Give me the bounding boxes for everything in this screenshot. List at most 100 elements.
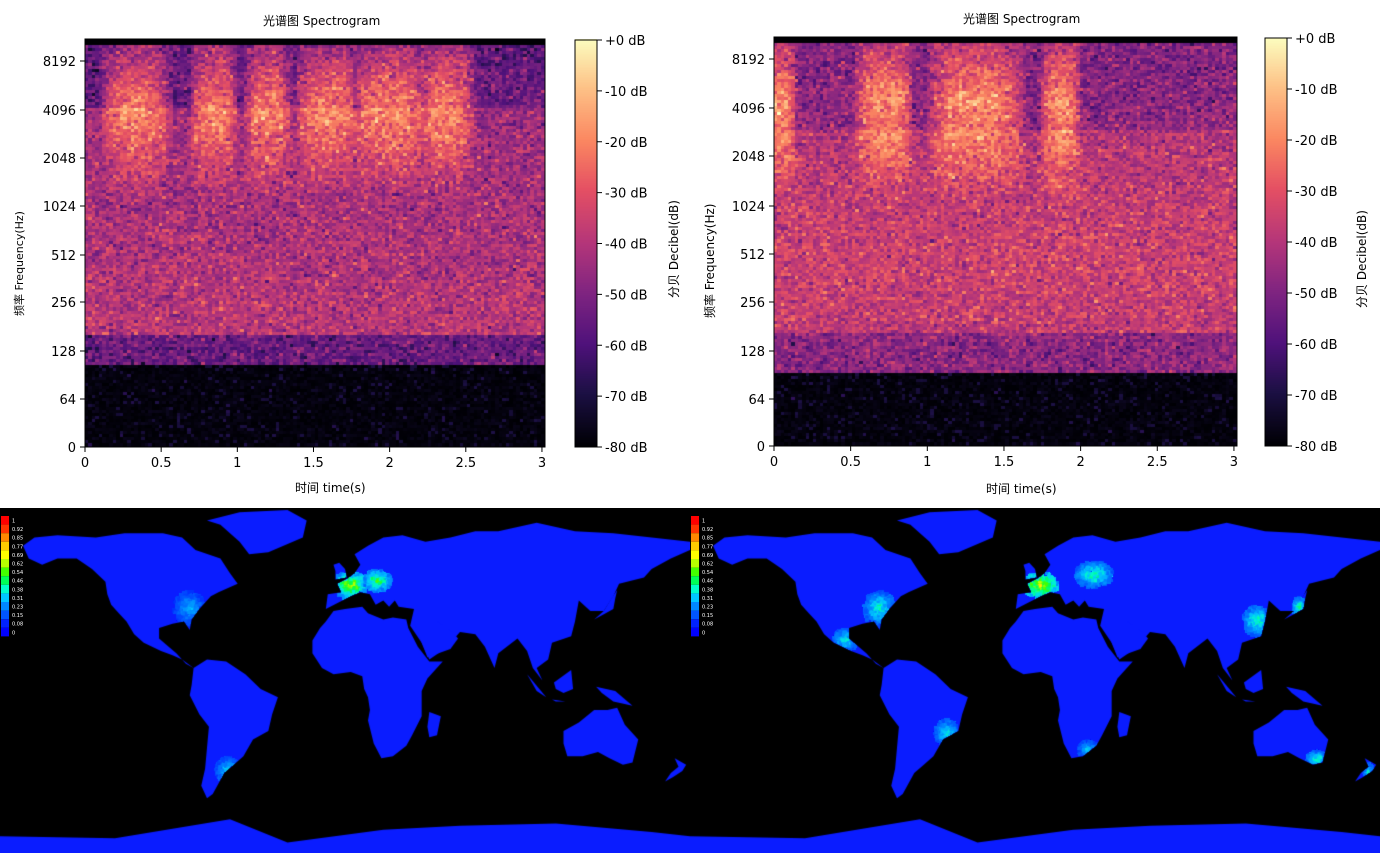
y-tick-label: 0 [68, 441, 76, 456]
legend-label: 0.31 [702, 596, 713, 602]
y-tick-label: 0 [757, 440, 765, 455]
legend-label: 0.54 [12, 570, 23, 576]
legend-label: 0.77 [702, 544, 713, 550]
x-tick-label: 1 [233, 456, 241, 471]
spectrogram-axes: 0 0.5 1 1.5 2 2.5 3 0 64 128 256 512 1024 2048 4096 819… [732, 32, 1338, 470]
legend-label: 0 [12, 630, 15, 636]
y-tick-label: 8192 [43, 55, 76, 70]
x-tick-label: 0.5 [151, 456, 172, 471]
legend-swatch [1, 567, 9, 577]
legend-swatch [691, 567, 699, 577]
colorbar-label: 分贝 Decibel(dB) [667, 200, 681, 298]
legend-label: 0.23 [702, 605, 713, 611]
legend-swatch [1, 533, 9, 542]
colorbar-tick-label: -30 dB [1295, 185, 1338, 200]
x-tick-label: 0 [770, 455, 778, 470]
colorbar-tick-label: -80 dB [605, 441, 648, 456]
y-tick-label: 512 [740, 248, 765, 263]
legend-swatch [691, 576, 699, 585]
colorbar-frame [1264, 37, 1288, 447]
legend-swatch [1, 593, 9, 602]
y-tick-label: 4096 [732, 102, 765, 117]
legend-label: 1 [702, 519, 705, 525]
legend-label: 0.85 [12, 536, 23, 542]
spectrogram-heatmap [774, 37, 1237, 446]
colorbar [575, 39, 597, 447]
colorbar-tick-label: -10 dB [1295, 83, 1338, 98]
spectrogram-title: 光谱图 Spectrogram [263, 14, 381, 28]
y-tick-label: 128 [51, 345, 76, 360]
legend-label: 0.38 [702, 587, 713, 593]
legend-label: 0.69 [702, 553, 713, 559]
legend-label: 0.62 [12, 562, 23, 568]
world-map-heatmap [690, 508, 1380, 853]
legend-swatch [691, 619, 699, 628]
x-tick-label: 1.5 [994, 455, 1015, 470]
legend-swatch [691, 541, 699, 551]
colorbar-tick-label: -70 dB [605, 390, 648, 405]
x-tick-label: 2 [1076, 455, 1084, 470]
y-tick-label: 1024 [43, 200, 76, 215]
y-axis-label: 频率 Frequency(Hz) [13, 211, 26, 316]
legend-label: 0.38 [12, 587, 23, 593]
legend-label: 0.15 [12, 613, 23, 619]
legend-swatch [1, 516, 9, 525]
x-tick-label: 1 [923, 455, 931, 470]
legend-label: 0.69 [12, 553, 23, 559]
legend-label: 1 [12, 519, 15, 525]
colorbar-tick-label: -30 dB [605, 187, 648, 202]
map-legend: 1 0.92 0.85 0.77 0.69 0.62 0.54 0.46 0.38 0.31 0.2… [1, 516, 23, 637]
colorbar-tick-label: -70 dB [1295, 389, 1338, 404]
spectrogram-axes: 0 0.5 1 1.5 2 2.5 3 0 64 128 256 512 1024 2048 4096 819… [43, 34, 648, 471]
legend-swatch [1, 584, 9, 594]
world-suitability-map-left: 1 0.92 0.85 0.77 0.69 0.62 0.54 0.46 0.38 0.31 0.2… [0, 508, 690, 853]
y-tick-label: 64 [748, 393, 765, 408]
legend-swatch [1, 627, 9, 637]
x-tick-label: 2 [385, 456, 393, 471]
legend-swatch [691, 610, 699, 620]
spectrogram-right: 光谱图 Spectrogram 0 0.5 1 1.5 2 2.5 3 0 64 128 256 51… [690, 0, 1380, 505]
y-axis-label: 频率 Frequency(Hz) [703, 203, 717, 319]
plot-frame [773, 36, 1238, 447]
y-tick-label: 8192 [732, 53, 765, 68]
legend-label: 0.54 [702, 570, 713, 576]
x-axis-label: 时间 time(s) [986, 482, 1057, 496]
colorbar-tick-label: -50 dB [1295, 287, 1338, 302]
legend-label: 0.23 [12, 605, 23, 611]
y-tick-label: 512 [51, 249, 76, 264]
legend-label: 0.46 [12, 579, 23, 585]
legend-label: 0.62 [702, 562, 713, 568]
legend-swatch [1, 610, 9, 620]
colorbar-tick-label: -40 dB [605, 238, 648, 253]
legend-swatch [1, 619, 9, 628]
colorbar-tick-label: -20 dB [605, 136, 648, 151]
plot-frame [84, 38, 546, 448]
colorbar-tick-label: -50 dB [605, 288, 648, 303]
legend-swatch [691, 559, 699, 568]
x-tick-label: 3 [538, 456, 546, 471]
colorbar-tick-label: -60 dB [605, 339, 648, 354]
colorbar-tick-label: -20 dB [1295, 134, 1338, 149]
x-tick-label: 2.5 [455, 456, 476, 471]
y-tick-label: 256 [51, 296, 76, 311]
y-tick-label: 64 [59, 393, 76, 408]
legend-label: 0 [702, 630, 705, 636]
legend-swatch [1, 576, 9, 585]
legend-label: 0.31 [12, 596, 23, 602]
x-tick-label: 0.5 [840, 455, 861, 470]
colorbar-tick-label: -40 dB [1295, 236, 1338, 251]
world-map-heatmap [0, 508, 690, 853]
legend-label: 0.85 [702, 536, 713, 542]
spectrogram-heatmap [85, 39, 545, 447]
colorbar-tick-label: -80 dB [1295, 440, 1338, 455]
colorbar-label: 分贝 Decibel(dB) [1355, 210, 1369, 308]
colorbar-frame [574, 39, 598, 448]
legend-swatch [1, 524, 9, 534]
legend-swatch [1, 550, 9, 559]
legend-swatch [691, 593, 699, 602]
y-tick-label: 2048 [732, 150, 765, 165]
x-tick-label: 2.5 [1147, 455, 1168, 470]
x-tick-label: 1.5 [303, 456, 324, 471]
x-tick-label: 0 [81, 456, 89, 471]
legend-label: 0.46 [702, 579, 713, 585]
